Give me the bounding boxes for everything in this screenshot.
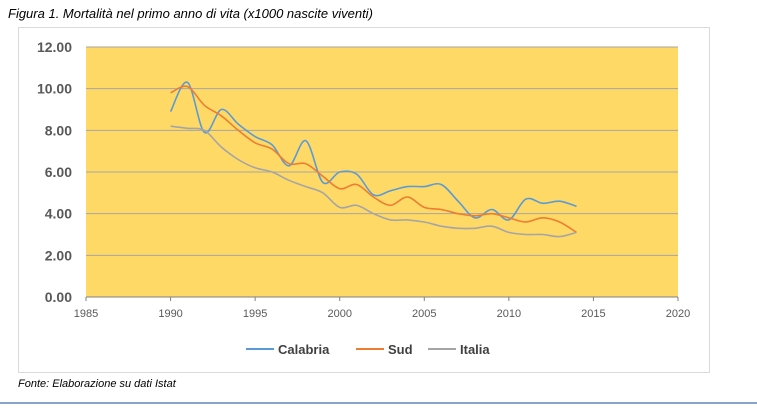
y-tick-label: 0.00 <box>45 289 72 305</box>
x-tick-label: 1985 <box>74 308 98 320</box>
series-line-italia <box>170 125 577 238</box>
series-line-calabria <box>169 81 577 221</box>
x-tick-label: 2000 <box>327 308 351 320</box>
x-tick-label: 2015 <box>581 308 605 320</box>
x-tick-label: 2020 <box>666 308 690 320</box>
x-tick-label: 2010 <box>497 308 521 320</box>
y-tick-label: 8.00 <box>45 122 72 138</box>
x-tick-label: 1995 <box>243 308 267 320</box>
legend-label-sud: Sud <box>388 342 413 357</box>
legend-label-calabria: Calabria <box>278 342 330 357</box>
y-tick-label: 6.00 <box>45 164 72 180</box>
source-note: Fonte: Elaborazione su dati Istat <box>18 378 176 390</box>
y-tick-label: 2.00 <box>45 247 72 263</box>
x-tick-label: 2005 <box>412 308 436 320</box>
y-tick-label: 12.00 <box>37 39 72 55</box>
y-tick-label: 10.00 <box>37 81 72 97</box>
figure-caption: Figura 1. Mortalità nel primo anno di vi… <box>8 6 373 21</box>
bottom-rule <box>0 402 757 404</box>
y-tick-label: 4.00 <box>45 206 72 222</box>
x-tick-label: 1990 <box>158 308 182 320</box>
legend-label-italia: Italia <box>460 342 490 357</box>
series-line-sud <box>170 85 577 234</box>
